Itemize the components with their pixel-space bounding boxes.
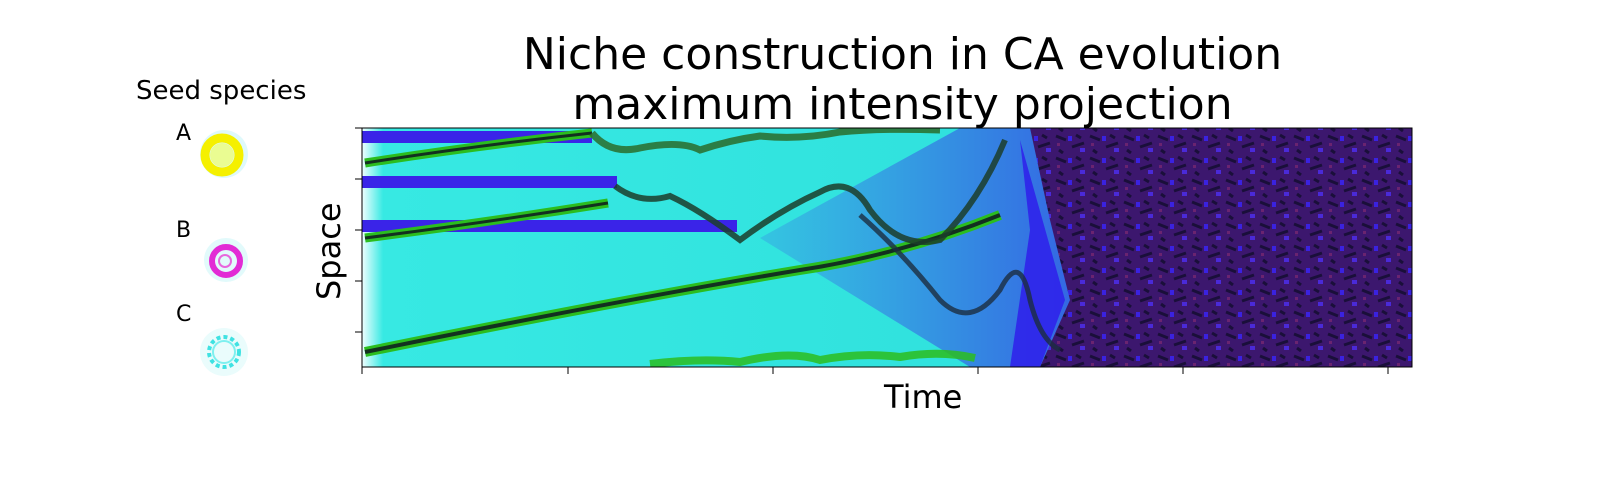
wavy-track-top: [589, 128, 941, 154]
magenta-ring-icon: [204, 238, 248, 282]
legend-label-c: C: [176, 302, 192, 327]
x-axis-label: Time: [884, 378, 963, 416]
chart-title: Niche construction in CA evolution maxim…: [360, 30, 1445, 130]
x-axis-ticks: [361, 367, 1389, 374]
wavy-track-bottom: [649, 349, 976, 367]
legend-label-b: B: [176, 218, 192, 243]
chart-title-line-1: Niche construction in CA evolution: [522, 29, 1283, 80]
legend-title: Seed species: [136, 76, 307, 106]
cyan-gear-icon: [200, 328, 248, 376]
trail-middle: [364, 201, 609, 240]
late-mixed-region: [1030, 128, 1412, 367]
chart-title-line-2: maximum intensity projection: [572, 79, 1233, 130]
yellow-ring-icon: [200, 130, 248, 178]
wavy-track-lower: [858, 213, 1062, 353]
heatmap-image: [362, 128, 1412, 367]
blue-stripe-middle: [362, 176, 617, 188]
legend-label-a: A: [176, 121, 192, 146]
blue-front-spike: [1010, 140, 1065, 367]
trail-top: [364, 131, 593, 165]
wavy-track-middle: [613, 138, 1008, 245]
y-axis-ticks: [355, 127, 362, 333]
plot-frame: [361, 127, 1413, 368]
